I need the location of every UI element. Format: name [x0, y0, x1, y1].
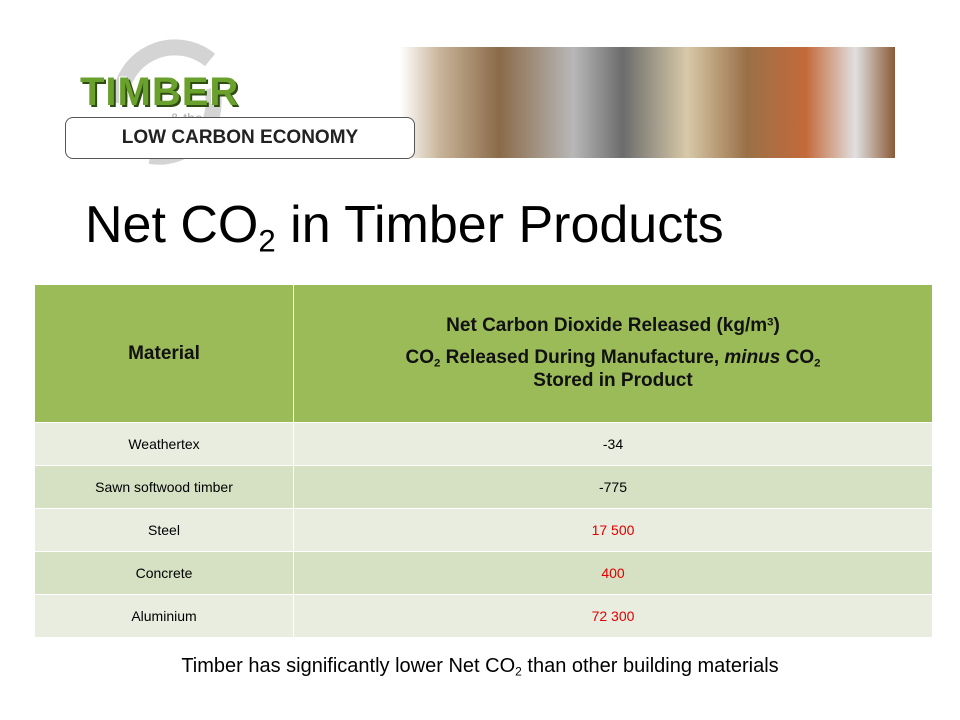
- header-row: Material Net Carbon Dioxide Released (kg…: [35, 285, 933, 423]
- header-line: Net Carbon Dioxide Released (kg/m3): [295, 315, 931, 337]
- value-cell: 17 500: [293, 508, 933, 552]
- data-table: Material Net Carbon Dioxide Released (kg…: [35, 285, 933, 637]
- photo-banner: [400, 47, 895, 158]
- table-row: Aluminium 72 300: [35, 594, 933, 637]
- header-line: CO2 Released During Manufacture, minus C…: [295, 347, 931, 391]
- title-subscript: 2: [258, 223, 276, 259]
- material-cell: Aluminium: [35, 594, 294, 637]
- value-cell: 400: [293, 551, 933, 595]
- logo-subtitle: LOW CARBON ECONOMY: [65, 117, 415, 159]
- header-cell: Net Carbon Dioxide Released (kg/m3) CO2 …: [293, 285, 933, 423]
- footer-text: Timber has significantly lower Net CO: [181, 655, 516, 677]
- table-row: Steel 17 500: [35, 508, 933, 552]
- header-text: CO: [405, 347, 435, 369]
- value-cell: -34: [293, 422, 933, 466]
- title-text: in Timber Products: [275, 196, 724, 254]
- header-text: minus: [724, 347, 781, 369]
- header-text: Stored in Product: [533, 369, 693, 391]
- footer-note: Timber has significantly lower Net CO2 t…: [0, 655, 960, 679]
- material-cell: Sawn softwood timber: [35, 465, 294, 509]
- header-cell: Material: [35, 285, 294, 423]
- value-cell: -775: [293, 465, 933, 509]
- title-text: Net CO: [85, 196, 259, 254]
- header-text: CO: [780, 347, 815, 369]
- footer-subscript: 2: [515, 664, 522, 679]
- header-text: Released During Manufacture,: [440, 347, 725, 369]
- header-subscript: 2: [434, 357, 441, 370]
- footer-text: than other building materials: [521, 655, 779, 677]
- logo-title: TIMBER: [80, 70, 240, 114]
- header-text: Net Carbon Dioxide Released (kg/m: [446, 315, 768, 337]
- header-text: ): [773, 315, 780, 337]
- material-cell: Steel: [35, 508, 294, 552]
- table-row: Sawn softwood timber -775: [35, 465, 933, 509]
- table-row: Weathertex -34: [35, 422, 933, 466]
- header-superscript: 3: [767, 316, 774, 329]
- material-cell: Weathertex: [35, 422, 294, 466]
- slide-title: Net CO2 in Timber Products: [85, 195, 724, 259]
- table-row: Concrete 400: [35, 551, 933, 595]
- header-subscript: 2: [814, 357, 821, 370]
- material-cell: Concrete: [35, 551, 294, 595]
- value-cell: 72 300: [293, 594, 933, 637]
